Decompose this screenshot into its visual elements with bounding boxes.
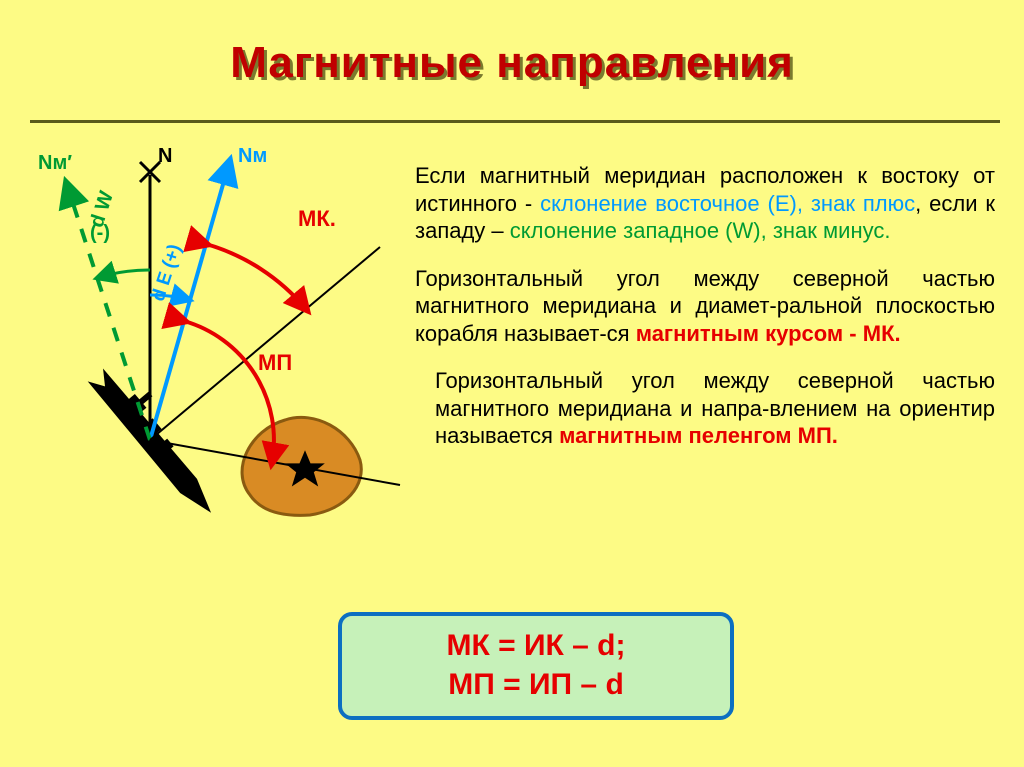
slide-title: Магнитные направления xyxy=(0,38,1024,88)
formula-line-1: МК = ИК – d; xyxy=(362,626,710,665)
slide: Магнитные направления xyxy=(0,0,1024,767)
formula-line-2: МП = ИП – d xyxy=(362,665,710,704)
paragraph-2: Горизонтальный угол между северной часть… xyxy=(415,265,995,348)
p1-declination-east: склонение восточное (E), знак плюс xyxy=(540,191,915,216)
text-column: Если магнитный меридиан расположен к вос… xyxy=(415,162,995,470)
label-Nm-prime: Nм′ xyxy=(38,152,72,175)
p2-term-mk: магнитным курсом - МК. xyxy=(636,321,901,346)
label-Nm: Nм xyxy=(238,145,267,168)
p1-declination-west: склонение западное (W), знак минус. xyxy=(510,218,891,243)
compass-diagram: N Nм Nм′ d W (-) d E (+) МК. МП xyxy=(20,140,420,510)
p3-term-mp: магнитным пеленгом МП. xyxy=(559,423,838,448)
title-text: Магнитные направления xyxy=(230,38,794,87)
paragraph-1: Если магнитный меридиан расположен к вос… xyxy=(415,162,995,245)
paragraph-3: Горизонтальный угол между северной часть… xyxy=(435,367,995,450)
formula-box: МК = ИК – d; МП = ИП – d xyxy=(338,612,734,720)
diagram-svg xyxy=(20,140,420,520)
divider xyxy=(30,120,1000,123)
label-dW-sign: (-) xyxy=(90,222,110,245)
label-N: N xyxy=(158,145,172,168)
label-MP: МП xyxy=(258,350,292,376)
label-MK: МК. xyxy=(298,206,336,232)
